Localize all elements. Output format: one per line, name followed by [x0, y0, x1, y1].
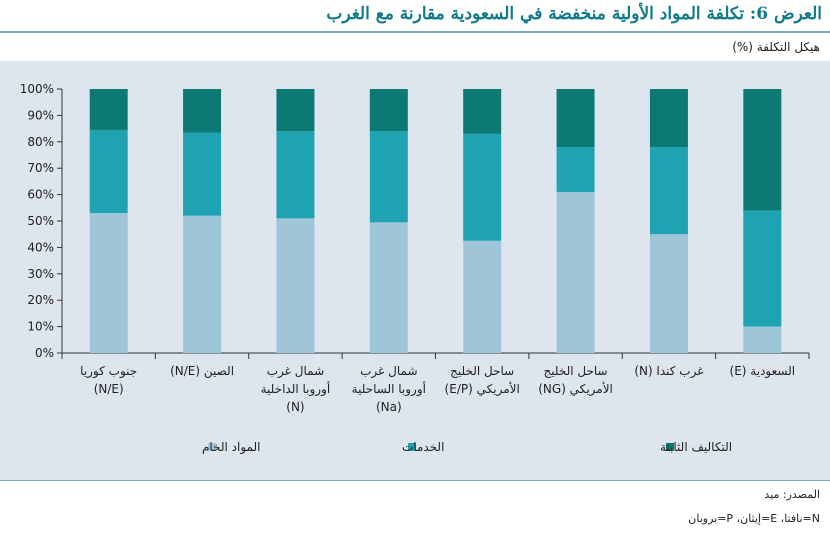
- chart-title: العرض 6: تكلفة المواد الأولية منخفضة في …: [326, 4, 822, 24]
- bar-segment-raw-materials: [183, 215, 222, 353]
- bar-segment-fixed-costs: [89, 89, 128, 130]
- bar-segment-raw-materials: [369, 222, 408, 353]
- y-tick-label: 30%: [27, 267, 54, 281]
- bar-segment-fixed-costs: [369, 89, 408, 132]
- bar-segment-raw-materials: [89, 213, 128, 353]
- bar-segment-raw-materials: [463, 240, 502, 353]
- stacked-bar-chart: 0% 10% 20% 30% 40% 50% 60% 70% 80% 90% 100% جنوب كو…: [20, 82, 810, 455]
- y-tick-label: 80%: [27, 135, 54, 149]
- x-category-label: الصين (N/E): [170, 364, 234, 379]
- y-tick-label: 20%: [27, 293, 54, 307]
- source-note: المصدر: ميد: [764, 488, 820, 501]
- legend-label: التكاليف الثابتة: [660, 440, 732, 454]
- x-category-label: الأمريكي (E/P): [445, 381, 520, 397]
- x-category-label: جنوب كوريا: [80, 364, 137, 379]
- bar-segment-fixed-costs: [743, 89, 782, 211]
- x-category-label: غرب كندا (N): [634, 364, 703, 379]
- y-tick-label: 50%: [27, 214, 54, 228]
- bar-segment-services: [463, 133, 502, 241]
- bar-segment-fixed-costs: [276, 89, 315, 132]
- bar-segment-fixed-costs: [649, 89, 688, 148]
- y-tick-label: 100%: [20, 82, 54, 96]
- x-category-label: شمال غرب: [267, 364, 324, 379]
- bar-segment-services: [276, 131, 315, 219]
- x-category-label: ساحل الخليج: [544, 364, 608, 378]
- y-tick-label: 10%: [27, 320, 54, 334]
- legend-label: المواد الخام: [202, 440, 260, 455]
- x-category-label: السعودية (E): [730, 364, 796, 379]
- x-category-label: أوروبا الساحلية: [352, 381, 426, 397]
- legend-swatch: [408, 443, 416, 451]
- y-tick-label: 60%: [27, 188, 54, 202]
- y-tick-label: 40%: [27, 240, 54, 254]
- bar-segment-services: [649, 147, 688, 235]
- bar-segment-services: [556, 147, 595, 192]
- bar-segment-services: [183, 132, 222, 216]
- y-tick-label: 90%: [27, 108, 54, 122]
- x-category-label: (N/E): [94, 382, 124, 396]
- x-category-label: شمال غرب: [360, 364, 417, 379]
- bar-segment-services: [89, 129, 128, 214]
- x-category-label: (N): [286, 400, 304, 414]
- x-category-label: ساحل الخليج: [450, 364, 514, 378]
- legend-swatch: [208, 443, 216, 451]
- y-tick-label: 70%: [27, 161, 54, 175]
- title-divider: [0, 31, 830, 33]
- bar-segment-raw-materials: [743, 326, 782, 353]
- y-tick-label: 0%: [35, 346, 54, 360]
- legend-label: الخدمات: [402, 440, 444, 454]
- abbreviation-note: N=نافتا، E=إيثان، P=بروبان: [688, 512, 820, 525]
- bar-segment-fixed-costs: [556, 89, 595, 148]
- x-category-label: (Na): [376, 400, 402, 414]
- x-category-label: أوروبا الداخلية: [261, 381, 331, 397]
- bar-segment-services: [369, 131, 408, 223]
- bar-segment-fixed-costs: [463, 89, 502, 134]
- chart-subtitle: هيكل التكلفة (%): [732, 40, 820, 54]
- bar-segment-fixed-costs: [183, 89, 222, 133]
- legend-swatch: [666, 443, 674, 451]
- bar-segment-raw-materials: [276, 218, 315, 353]
- x-category-label: الأمريكي (NG): [538, 381, 613, 397]
- bar-segment-raw-materials: [556, 191, 595, 353]
- bar-segment-services: [743, 210, 782, 327]
- bar-segment-raw-materials: [649, 234, 688, 353]
- chart-panel: 0% 10% 20% 30% 40% 50% 60% 70% 80% 90% 100% جنوب كو…: [0, 61, 830, 480]
- footer-divider: [0, 480, 830, 481]
